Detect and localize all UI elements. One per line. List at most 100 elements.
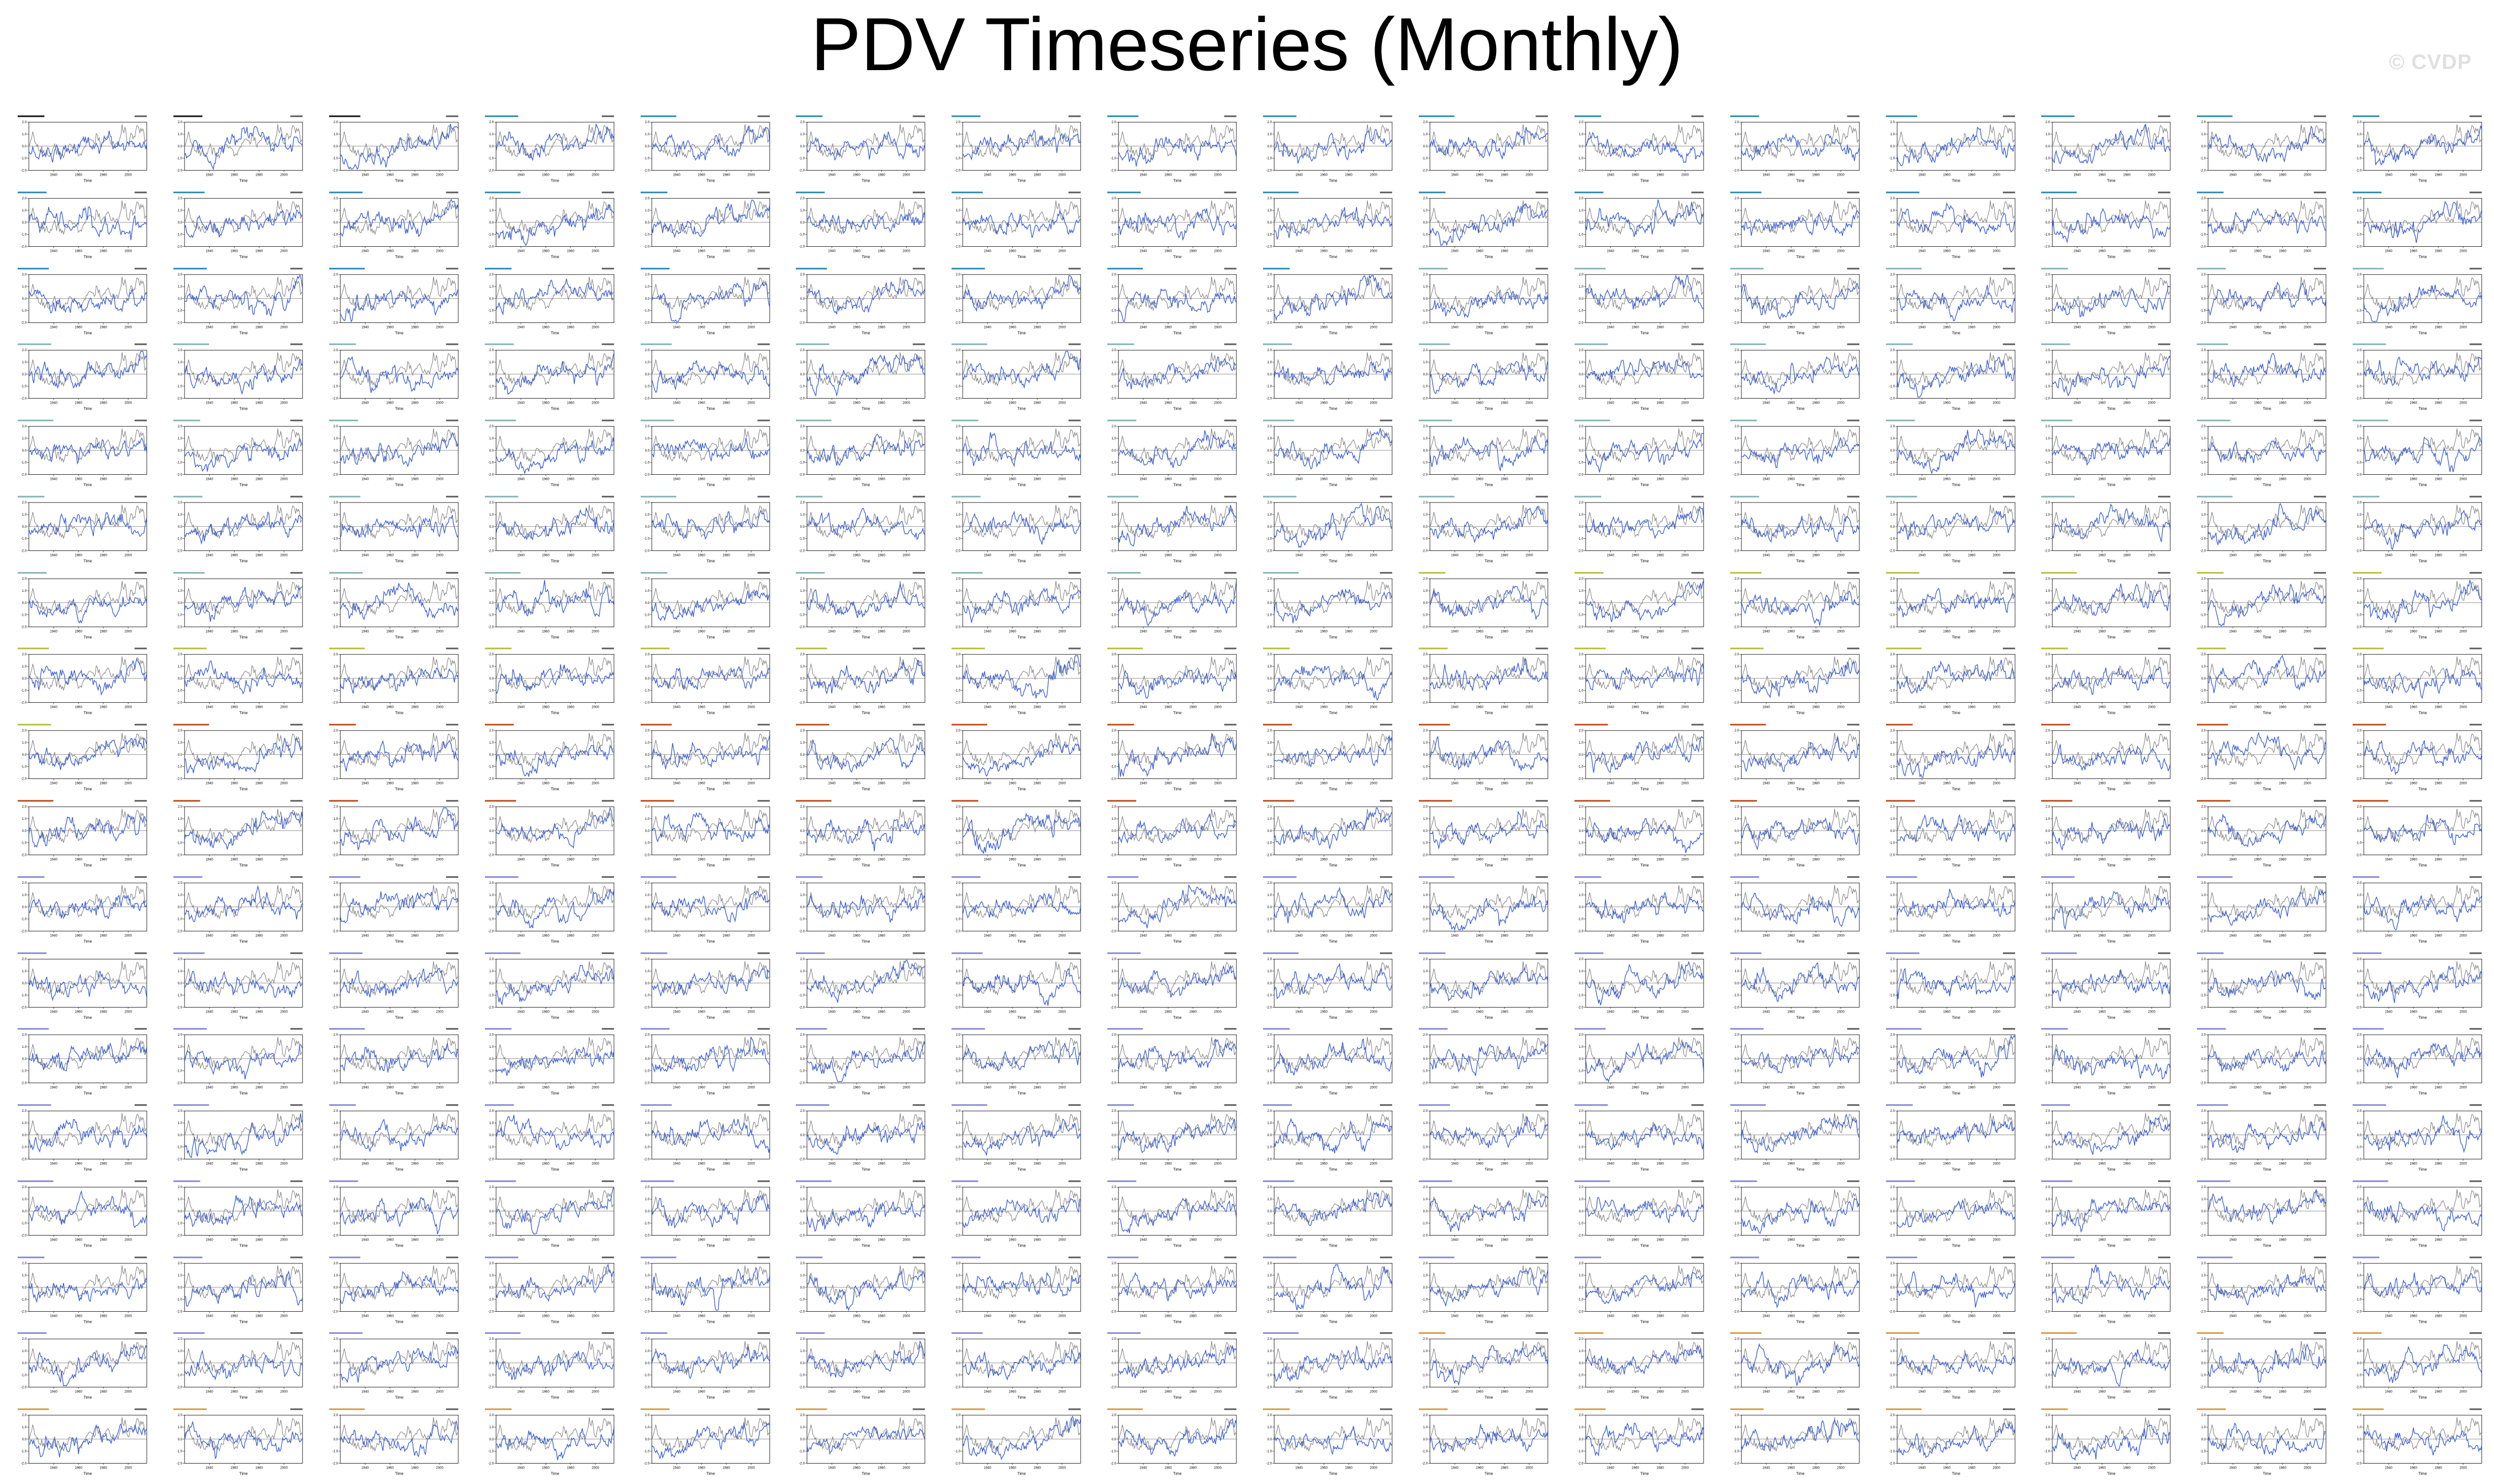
y-tick-label: -1.0 [643,918,649,921]
panel-title-mark [1263,115,1297,118]
x-axis-label: Time [706,484,715,487]
chart-panel: 1940 1960 1980 2000 -2.0 -1.0 0.0 1.0 2.0 Time [1106,113,1240,184]
x-tick-label: 1960 [75,250,82,253]
y-tick-label: -2.0 [1733,169,1739,172]
chart-panel: 1940 1960 1980 2000 -2.0 -1.0 0.0 1.0 2.0 Time [2196,874,2329,945]
x-axis-label: Time [1640,255,1648,259]
y-tick-label: 2.0 [22,425,27,428]
x-axis-label: Time [1484,788,1493,792]
x-tick-label: 1980 [1190,934,1197,937]
observed-series-line [28,428,147,463]
y-tick-label: 0.0 [1112,526,1117,529]
observed-series-line [1118,580,1237,616]
y-tick-label: -2.0 [21,398,27,401]
x-tick-label: 1960 [542,630,549,633]
x-tick-label: 1980 [99,782,107,786]
x-tick-label: 1940 [517,250,525,253]
x-tick-label: 1960 [2254,782,2262,786]
x-tick-label: 1940 [673,934,680,937]
model-series-line [1429,361,1549,395]
y-tick-label: -2.0 [643,398,649,401]
x-tick-label: 1940 [1295,630,1303,633]
x-tick-label: 1960 [1320,1010,1328,1014]
x-axis-label: Time [83,635,92,639]
panel-stat-mark [1380,648,1392,650]
panel-title-mark [2197,343,2228,346]
y-tick-label: -2.0 [177,702,183,705]
y-tick-label: 2.0 [22,273,27,277]
panel-title-mark [640,724,672,726]
y-tick-label: 2.0 [489,958,494,961]
y-tick-label: -2.0 [643,245,649,248]
y-tick-label: -1.0 [1266,994,1272,997]
x-tick-label: 1960 [1631,706,1639,709]
chart-panel: 1940 1960 1980 2000 -2.0 -1.0 0.0 1.0 2.0 Time [950,874,1084,945]
x-tick-label: 1980 [2123,934,2131,937]
model-series-line [1118,669,1237,699]
y-tick-label: 2.0 [1734,273,1739,277]
observed-series-line [807,961,926,996]
x-tick-label: 2000 [2460,478,2467,481]
model-series-line [962,812,1081,854]
y-tick-label: -1.0 [2044,842,2051,845]
observed-series-line [2363,504,2482,539]
y-tick-label: -2.0 [21,549,27,553]
x-tick-label: 1960 [1476,858,1483,862]
x-tick-label: 1940 [1918,858,1926,862]
panel-title-mark [1574,191,1604,193]
x-tick-label: 2000 [903,402,911,405]
y-tick-label: 0.0 [1267,754,1272,757]
x-axis-label: Time [239,560,247,564]
x-tick-label: 1940 [2229,174,2237,177]
chart-panel: 1940 1960 1980 2000 -2.0 -1.0 0.0 1.0 2.0 Time [795,189,928,260]
y-tick-label: 1.0 [1890,437,1895,441]
y-tick-label: 1.0 [2201,437,2206,441]
panel-grid: 1940 1960 1980 2000 -2.0 -1.0 0.0 1.0 2.0 Time 194… [17,113,2485,1477]
x-tick-label: 2000 [2304,554,2312,557]
chart-panel: 1940 1960 1980 2000 -2.0 -1.0 0.0 1.0 2.0 Time [172,341,306,412]
chart-panel: 1940 1960 1980 2000 -2.0 -1.0 0.0 1.0 2.0 Time [1106,417,1240,488]
x-tick-label: 2000 [1681,706,1689,709]
x-tick-label: 1960 [1631,858,1639,862]
panel-title-mark [2197,724,2228,726]
model-series-line [1274,807,1393,849]
panel-stat-mark [446,191,458,193]
observed-series-line [2052,884,2171,920]
model-series-line [340,667,459,694]
y-tick-label: 0.0 [956,526,961,529]
y-tick-label: 1.0 [2201,894,2206,897]
x-tick-label: 1960 [75,630,82,633]
chart-panel: 1940 1960 1980 2000 -2.0 -1.0 0.0 1.0 2.0 Time [640,645,773,716]
chart-panel: 1940 1960 1980 2000 -2.0 -1.0 0.0 1.0 2.0 Time [1729,113,1863,184]
x-tick-label: 1980 [411,478,419,481]
x-tick-label: 2000 [1837,706,1845,709]
y-tick-label: 1.0 [800,970,805,973]
x-tick-label: 1940 [1451,554,1459,557]
panel-stat-mark [2158,876,2171,878]
x-tick-label: 1940 [1140,934,1148,937]
model-series-line [340,967,459,997]
x-tick-label: 1980 [722,478,730,481]
y-tick-label: 0.0 [2201,906,2206,909]
y-tick-label: -1.0 [488,766,494,769]
x-tick-label: 1980 [722,630,730,633]
y-tick-label: -1.0 [1111,918,1117,921]
panel-stat-mark [1691,571,1704,574]
panel-title-mark [796,267,827,269]
y-tick-label: 1.0 [178,209,183,213]
model-series-line [2207,889,2327,926]
x-tick-label: 1940 [673,630,680,633]
y-tick-label: -1.0 [177,309,183,312]
panel-title-mark [484,191,521,193]
panel-title-mark [1263,724,1292,726]
y-tick-label: -1.0 [1422,690,1428,693]
model-series-line [1429,126,1549,160]
y-tick-label: 0.0 [644,449,649,453]
y-tick-label: 2.0 [489,882,494,885]
x-tick-label: 1960 [75,782,82,786]
x-tick-label: 2000 [1525,934,1533,937]
